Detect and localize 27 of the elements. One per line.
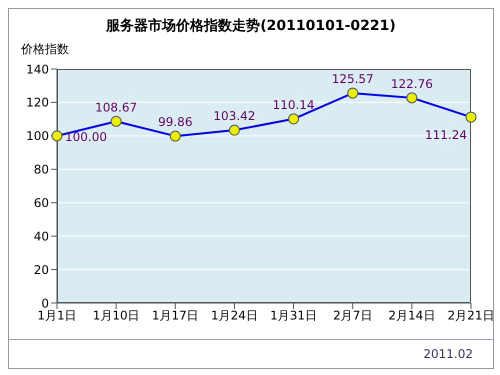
x-tick-label: 2月21日 xyxy=(448,308,494,323)
text: 103.42 xyxy=(213,109,256,124)
text: 125.57 xyxy=(332,72,374,86)
y-axis-title: 价格指数 xyxy=(21,41,69,58)
text: 111.24 xyxy=(425,128,467,142)
y-tick-label: 60 xyxy=(34,196,49,210)
y-tick-label: 140 xyxy=(26,62,49,76)
x-tick-label: 2月14日 xyxy=(388,308,436,323)
y-tick-label: 40 xyxy=(34,229,49,244)
text: 122.76 xyxy=(390,76,433,91)
text: 110.14 xyxy=(272,98,315,112)
text: 108.67 xyxy=(95,100,138,114)
y-tick-label: 20 xyxy=(34,262,49,277)
y-tick-label: 0 xyxy=(41,296,49,310)
text: 2011.02 xyxy=(423,347,473,361)
x-tick-label: 1月24日 xyxy=(210,308,258,323)
text: 100.00 xyxy=(65,130,107,144)
y-tick-label: 80 xyxy=(34,162,49,177)
y-tick-label: 120 xyxy=(26,96,49,110)
y-tick-label: 100 xyxy=(26,129,49,144)
x-tick-label: 1月17日 xyxy=(152,308,199,323)
text: 99.86 xyxy=(158,115,192,130)
x-tick-label: 1月31日 xyxy=(270,308,318,323)
x-tick-label: 1月1日 xyxy=(37,308,77,323)
x-tick-label: 1月10日 xyxy=(92,308,140,323)
x-tick-label: 2月7日 xyxy=(333,308,372,323)
chart-title: 服务器市场价格指数走势(20110101-0221) xyxy=(104,17,397,35)
